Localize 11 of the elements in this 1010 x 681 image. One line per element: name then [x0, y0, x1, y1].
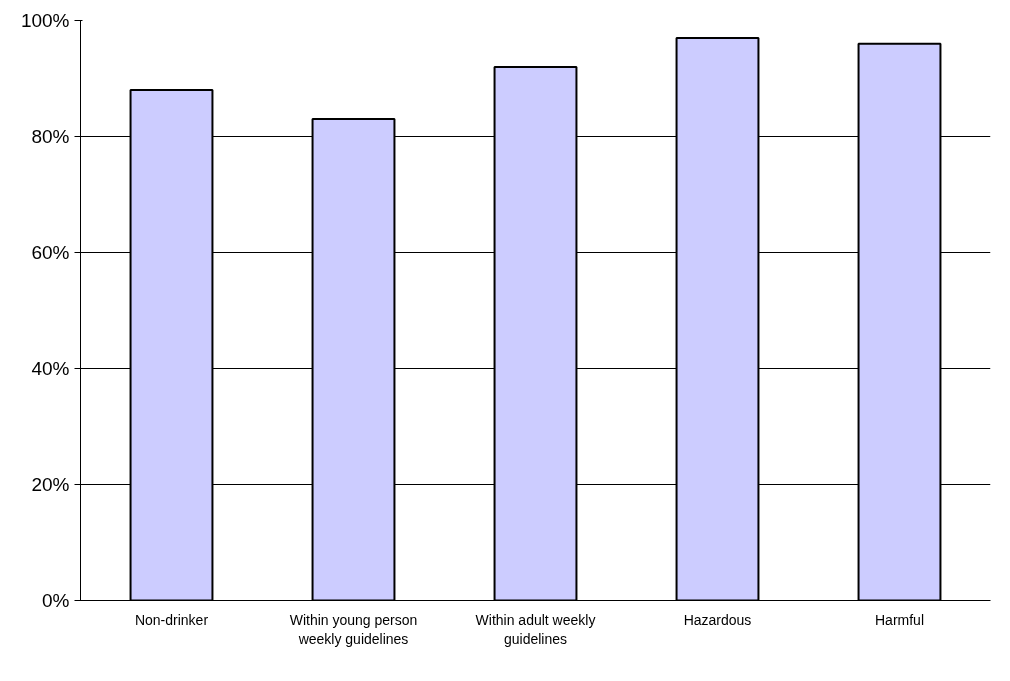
x-tick-label: Harmful [875, 611, 925, 628]
y-tick-label: 20% [31, 474, 70, 495]
y-tick-label: 100% [20, 10, 70, 31]
y-tick-label: 80% [31, 126, 70, 147]
x-tick-label: Within young person weekly guidelines [289, 611, 418, 647]
x-tick-label: Hazardous [683, 611, 752, 628]
y-tick-label: 40% [31, 358, 70, 379]
x-tick-label: Non-drinker [134, 611, 209, 628]
x-tick-label: Within adult weekly guidelines [475, 611, 596, 647]
y-tick-label: 60% [31, 242, 70, 263]
y-tick-label: 0% [42, 590, 70, 611]
